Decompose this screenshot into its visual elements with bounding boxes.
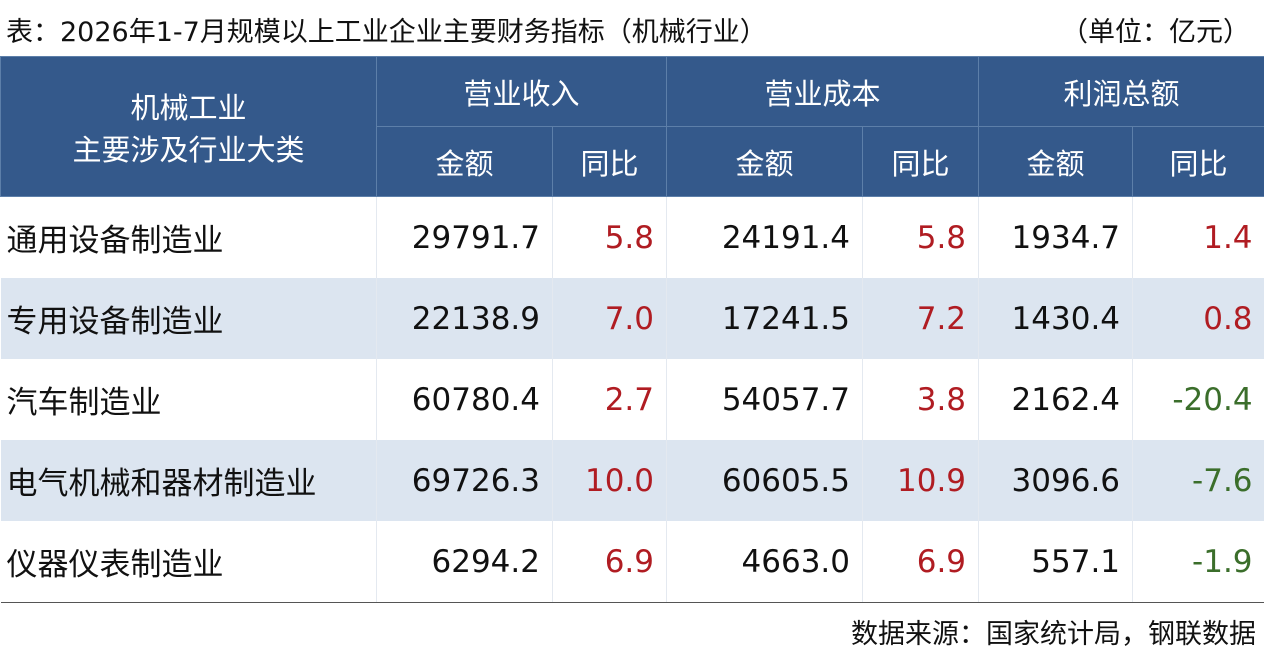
- amount-cell: 22138.9: [376, 278, 553, 359]
- amount-cell: 4663.0: [666, 521, 863, 603]
- amount-cell: 2162.4: [978, 359, 1133, 440]
- row-name: 通用设备制造业: [6, 223, 224, 259]
- group-header: 营业成本: [666, 56, 980, 127]
- yoy-cell: 7.2: [862, 278, 979, 359]
- header-row: 金额 同比 金额 同比 金额 同比: [1, 126, 1264, 197]
- yoy-cell: -20.4: [1132, 359, 1264, 440]
- group-header: 利润总额: [978, 56, 1264, 127]
- column-header: 金额: [666, 126, 864, 197]
- column-header: 同比: [1132, 126, 1264, 197]
- amount-cell: 29791.7: [376, 196, 553, 278]
- yoy-cell: 2.7: [551, 359, 667, 440]
- yoy-cell: 1.4: [1132, 196, 1264, 278]
- data-row: 电气机械和器材制造业 69726.3 10.0 60605.5 10.9 3096.6 -7…: [0, 440, 1264, 521]
- column-header: 同比: [862, 126, 980, 197]
- data-row: 汽车制造业 60780.4 2.7 54057.7 3.8 2162.4 -20.4: [1, 359, 1264, 440]
- yoy-cell: 3.8: [862, 359, 979, 440]
- yoy-cell: 6.9: [551, 521, 667, 603]
- title: 表：2026年1-7月规模以上工业企业主要财务指标（机械行业）: [6, 17, 767, 48]
- amount-cell: 69726.3: [376, 440, 553, 521]
- yoy-cell: 10.9: [862, 440, 979, 521]
- table: 机械工业 主要涉及行业大类 营业收入 营业成本 利润总额 金额 同比 金额 同比 金额 同比 通用设…: [0, 56, 1264, 603]
- amount-cell: 557.1: [978, 521, 1133, 603]
- amount-cell: 60605.5: [666, 440, 863, 521]
- row-header-line: 机械工业: [130, 90, 247, 125]
- yoy-cell: 5.8: [551, 196, 667, 278]
- amount-cell: 1430.4: [978, 278, 1133, 359]
- column-header: 金额: [376, 126, 553, 197]
- amount-cell: 3096.6: [978, 440, 1133, 521]
- data-row: 仪器仪表制造业 6294.2 6.9 4663.0 6.9 557.1 -1.9: [0, 521, 1264, 603]
- amount-cell: 24191.4: [666, 196, 863, 278]
- source: 数据来源：国家统计局，钢联数据: [851, 619, 1256, 650]
- yoy-cell: -7.6: [1132, 440, 1264, 521]
- row-header: 机械工业主要涉及行业大类: [0, 56, 377, 197]
- row-name: 电气机械和器材制造业: [0, 440, 377, 521]
- column-header: 同比: [551, 126, 668, 197]
- yoy-cell: 7.0: [551, 278, 667, 359]
- amount-cell: 17241.5: [666, 278, 863, 359]
- amount-cell: 60780.4: [376, 359, 553, 440]
- yoy-cell: 6.9: [862, 521, 979, 603]
- amount-cell: 1934.7: [978, 196, 1133, 278]
- row-name: 专用设备制造业: [0, 278, 377, 359]
- yoy-cell: -1.9: [1132, 521, 1264, 603]
- row-name: 汽车制造业: [6, 385, 162, 421]
- group-header: 营业收入: [375, 56, 668, 127]
- amount-cell: 54057.7: [666, 359, 863, 440]
- data-row: 通用设备制造业 29791.7 5.8 24191.4 5.8 1934.7 1.4: [1, 196, 1264, 278]
- yoy-cell: 10.0: [551, 440, 667, 521]
- yoy-cell: 5.8: [862, 196, 979, 278]
- column-header: 金额: [978, 126, 1134, 197]
- header-row: 机械工业 主要涉及行业大类 营业收入 营业成本 利润总额: [0, 56, 1264, 197]
- row-header-line: 主要涉及行业大类: [72, 132, 305, 167]
- data-row: 专用设备制造业 22138.9 7.0 17241.5 7.2 1430.4 0.8: [0, 278, 1264, 359]
- amount-cell: 6294.2: [376, 521, 553, 603]
- yoy-cell: 0.8: [1132, 278, 1264, 359]
- row-name: 仪器仪表制造业: [0, 521, 377, 603]
- unit: （单位：亿元）: [1061, 17, 1250, 48]
